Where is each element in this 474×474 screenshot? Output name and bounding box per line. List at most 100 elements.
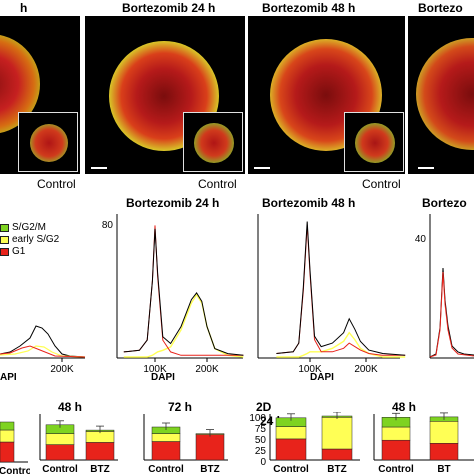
bar-segment-early-s-g2 [151, 433, 181, 442]
inset-spheroid [30, 124, 68, 162]
plot-lines [276, 221, 406, 358]
bar-chart-title: 48 h [58, 400, 83, 414]
bar-segment-early-s-g2 [275, 426, 307, 440]
bar-segment-g1 [195, 434, 225, 461]
legend-item: early S/G2 [0, 234, 59, 246]
micrograph-title-3: Bortezomib 48 h [262, 1, 356, 15]
bar-x-label: BTZ [90, 464, 109, 474]
bar-x-label: Control [42, 464, 78, 474]
y-tick-label: 80 [102, 220, 114, 231]
micrograph-title-2: Bortezomib 24 h [122, 1, 216, 15]
bar-segment-early-s-g2 [0, 429, 15, 443]
bar-segment-s-g2-m [0, 421, 15, 431]
bar-y-axis-ticks: 100 75 50 25 0 [249, 413, 267, 468]
micrograph-title-4: Bortezo [418, 1, 463, 15]
x-tick-label: 100K [298, 364, 322, 375]
series-line-total [0, 325, 86, 358]
bar-x-label: BTZ [200, 464, 219, 474]
histogram-title-2: Bortezomib 48 h [262, 196, 356, 210]
bar-segment-g1 [429, 443, 459, 461]
spheroid-image [416, 38, 474, 150]
bar-segment-g1 [151, 441, 181, 461]
bar-segment-g1 [321, 448, 353, 461]
scale-bar [91, 167, 107, 169]
x-tick-label: 200K [195, 364, 219, 375]
inset-label-2: Control [198, 177, 237, 191]
bar-segment-g1 [85, 442, 115, 461]
series-line-total [276, 221, 406, 356]
y-tick-label: 40 [415, 234, 427, 245]
inset-spheroid [194, 123, 234, 163]
bar-segment-g1 [381, 439, 411, 461]
bar-chart-title: 48 h [392, 400, 417, 414]
micrograph-panel-4 [408, 16, 474, 174]
y-tick-label: 0 [260, 457, 266, 468]
bar-segment-g1 [0, 441, 15, 463]
bar-x-label: BTZ [327, 464, 346, 474]
bar-segment-early-s-g2 [321, 417, 353, 450]
inset-spheroid [355, 123, 395, 163]
micrograph-panel-1 [0, 16, 80, 174]
legend-item: S/G2/M [0, 222, 59, 234]
bar-chart-2d-48h: Control BT [373, 412, 474, 474]
histogram-1: 80 100K 200K DAPI [102, 214, 244, 380]
bar-chart-partial: Control [0, 421, 30, 474]
group-label-2d: 2D [256, 400, 272, 414]
histogram-partial: 200K API [0, 325, 86, 382]
bar-x-label: BT [437, 464, 450, 474]
bar-x-label: Control [378, 464, 414, 474]
series-line-g1 [429, 271, 474, 358]
bar-x-label: Control [0, 466, 30, 474]
y-tick-label: 100 [249, 413, 266, 424]
x-axis-label: API [0, 372, 17, 382]
x-tick-label: 200K [354, 364, 378, 375]
legend-label: S/G2/M [12, 222, 46, 233]
bar-x-label: Control [148, 464, 184, 474]
bar-segment-early-s-g2 [45, 433, 75, 445]
histogram-2: 100K 200K DAPI [257, 214, 406, 380]
histogram-title-1: Bortezomib 24 h [126, 196, 220, 210]
scale-bar [254, 167, 270, 169]
bar-chart-title: 72 h [168, 400, 193, 414]
bar-segment-g1 [45, 444, 75, 461]
x-tick-label: 200K [50, 364, 74, 375]
bar-segment-early-s-g2 [429, 421, 459, 444]
legend-label: G1 [12, 246, 26, 257]
series-line-total [123, 228, 244, 356]
micrograph-title-1: h [20, 1, 28, 15]
plot-lines [123, 225, 244, 358]
histogram-partial-right: 40 [415, 214, 474, 359]
series-line-g1 [0, 345, 86, 358]
y-tick-label: 75 [255, 424, 267, 435]
histogram-title-3: Bortezo [422, 196, 467, 210]
inset-image [183, 112, 243, 172]
bar-x-label: Control [273, 464, 309, 474]
series-line-g1 [123, 225, 244, 356]
legend-label: early S/G2 [12, 234, 60, 245]
micrograph-panel-3 [248, 16, 405, 174]
y-tick-label: 25 [255, 446, 267, 457]
legend-swatch [0, 224, 9, 232]
series-line-early-s-g2 [276, 331, 406, 358]
micrograph-panel-2 [85, 16, 245, 174]
inset-image [344, 112, 404, 172]
bar-chart-72h: Control BTZ [143, 414, 228, 474]
legend-swatch [0, 236, 9, 244]
bar-segment-g1 [275, 438, 307, 461]
series-line-early-s-g2 [0, 345, 86, 358]
series-line-total [429, 267, 474, 358]
legend-item: G1 [0, 246, 59, 258]
legend-swatch [0, 248, 9, 256]
x-axis-label: DAPI [310, 372, 334, 380]
inset-label-1: Control [37, 177, 76, 191]
bar-chart-2d-24h: Control BTZ [269, 412, 360, 474]
scale-bar [418, 167, 434, 169]
x-tick-label: 100K [143, 364, 167, 375]
inset-label-3: Control [362, 177, 401, 191]
bar-chart-48h: Control BTZ [39, 414, 118, 474]
x-axis-label: DAPI [151, 372, 175, 380]
y-tick-label: 50 [255, 435, 267, 446]
inset-image [18, 112, 78, 172]
legend: S/G2/M early S/G2 G1 [0, 222, 59, 258]
bar-segment-early-s-g2 [381, 426, 411, 441]
